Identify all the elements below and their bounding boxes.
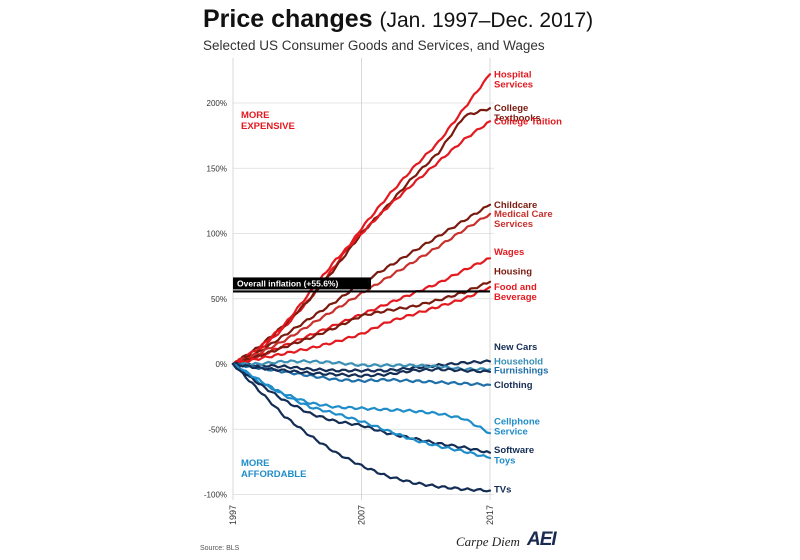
inflation-reference: Overall inflation (+55.6%) <box>233 277 490 293</box>
series-label: Clothing <box>494 380 533 391</box>
series-label: New Cars <box>494 342 537 353</box>
series-line <box>231 359 492 372</box>
series-label: Hospital Services <box>494 69 533 90</box>
series-label: Software <box>494 445 534 456</box>
source-note: Source: BLS <box>200 545 240 552</box>
x-tick-label: 2007 <box>357 505 367 525</box>
series-label: Toys <box>494 456 515 467</box>
y-tick-label: 100% <box>207 230 227 239</box>
series-line <box>231 285 492 366</box>
aei-logo: AEI <box>527 529 557 550</box>
series-label: College Textbooks <box>494 103 541 124</box>
series-line <box>231 120 492 366</box>
series-line <box>231 73 492 366</box>
zone-label-affordable: MORE AFFORDABLE <box>241 458 306 480</box>
x-tick-label: 1997 <box>228 505 238 525</box>
zone-label-expensive: MORE EXPENSIVE <box>241 110 295 132</box>
series-label: Medical Care Services <box>494 209 553 230</box>
series-label: Childcare <box>494 200 537 211</box>
inflation-label-box <box>233 277 371 290</box>
series-label: Household <box>494 356 543 367</box>
x-tick-label: 2017 <box>485 505 495 525</box>
series-line <box>231 362 492 378</box>
series-label: Wages <box>494 247 524 258</box>
y-tick-label: 200% <box>207 99 227 108</box>
series-label: Housing <box>494 266 532 277</box>
series-label: TVs <box>494 484 511 495</box>
series-label: College Tuition <box>494 116 562 127</box>
series-label: Furnishings <box>494 366 548 377</box>
y-tick-label: 50% <box>211 295 227 304</box>
series-label: Food and Beverage <box>494 282 537 303</box>
series-line <box>231 280 492 366</box>
y-tick-label: -50% <box>208 425 227 434</box>
series-line <box>231 359 492 373</box>
y-tick-label: -100% <box>204 491 227 500</box>
inflation-label: Overall inflation (+55.6%) <box>237 278 338 288</box>
chart-title-main: Price changes <box>203 5 373 33</box>
brand-name: Carpe Diem <box>456 534 520 549</box>
series-line <box>231 362 492 454</box>
series-line <box>231 362 492 493</box>
series-line <box>231 362 492 460</box>
zone-labels: MORE EXPENSIVE MORE AFFORDABLE <box>241 110 306 480</box>
chart-title: Price changes (Jan. 1997–Dec. 2017) <box>203 4 593 36</box>
series-label: Cellphone Service <box>494 416 540 437</box>
axes: -100% -50% 0% 50% 100% 150% 200% 1997 2007 2017 <box>204 99 495 525</box>
y-tick-label: 0% <box>215 360 227 369</box>
chart-subtitle: Selected US Consumer Goods and Services,… <box>203 38 545 53</box>
chart-title-range: (Jan. 1997–Dec. 2017) <box>379 9 594 32</box>
series-lines <box>231 73 492 493</box>
series-labels: Hospital Services College TextbooksCollege … <box>494 69 562 495</box>
title-block: Price changes (Jan. 1997–Dec. 2017) Sele… <box>203 4 593 53</box>
y-tick-label: 150% <box>207 164 227 173</box>
